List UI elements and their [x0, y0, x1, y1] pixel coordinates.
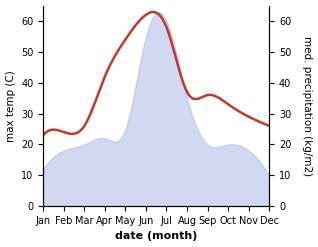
- Y-axis label: med. precipitation (kg/m2): med. precipitation (kg/m2): [302, 36, 313, 176]
- Y-axis label: max temp (C): max temp (C): [5, 70, 16, 142]
- X-axis label: date (month): date (month): [115, 231, 197, 242]
